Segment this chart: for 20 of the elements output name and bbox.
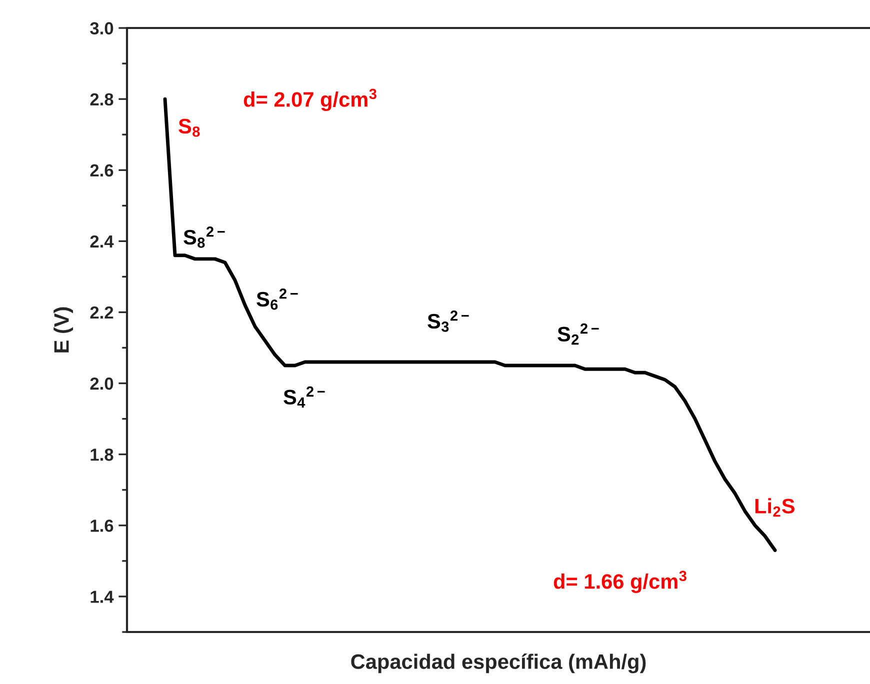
y-axis-title: E (V) [54,307,74,352]
y-tick-label: 2.0 [90,377,114,390]
y-tick-label: 1.4 [90,590,114,603]
annotation: S$_{8}$ [178,118,200,137]
y-tick-label: 2.8 [90,93,114,106]
y-tick-label: 3.0 [90,22,114,34]
y-tick-label: 2.6 [90,164,114,177]
y-tick-label: 2.2 [90,306,114,319]
annotation: S$_{8}$$^{2−}$ [184,226,225,248]
annotation: d= 1.66 g/cm$^{3}$ [554,570,686,594]
annotation: S$_{3}$$^{2−}$ [428,310,469,332]
annotation: d= 2.07 g/cm$^{3}$ [244,88,376,112]
annotation: S$_{6}$$^{2−}$ [256,288,298,310]
y-tick-label: 1.6 [90,520,114,532]
y-tick-label: 1.8 [90,448,114,461]
annotation: S$_{2}$$^{2−}$ [558,323,599,345]
annotation: Li$_{2}$S [755,498,794,517]
y-tick-label: 2.4 [90,235,114,248]
x-axis-title: Capacidad específica (mAh/g) [351,654,646,674]
annotation: S$_{4}$$^{2−}$ [284,386,325,408]
